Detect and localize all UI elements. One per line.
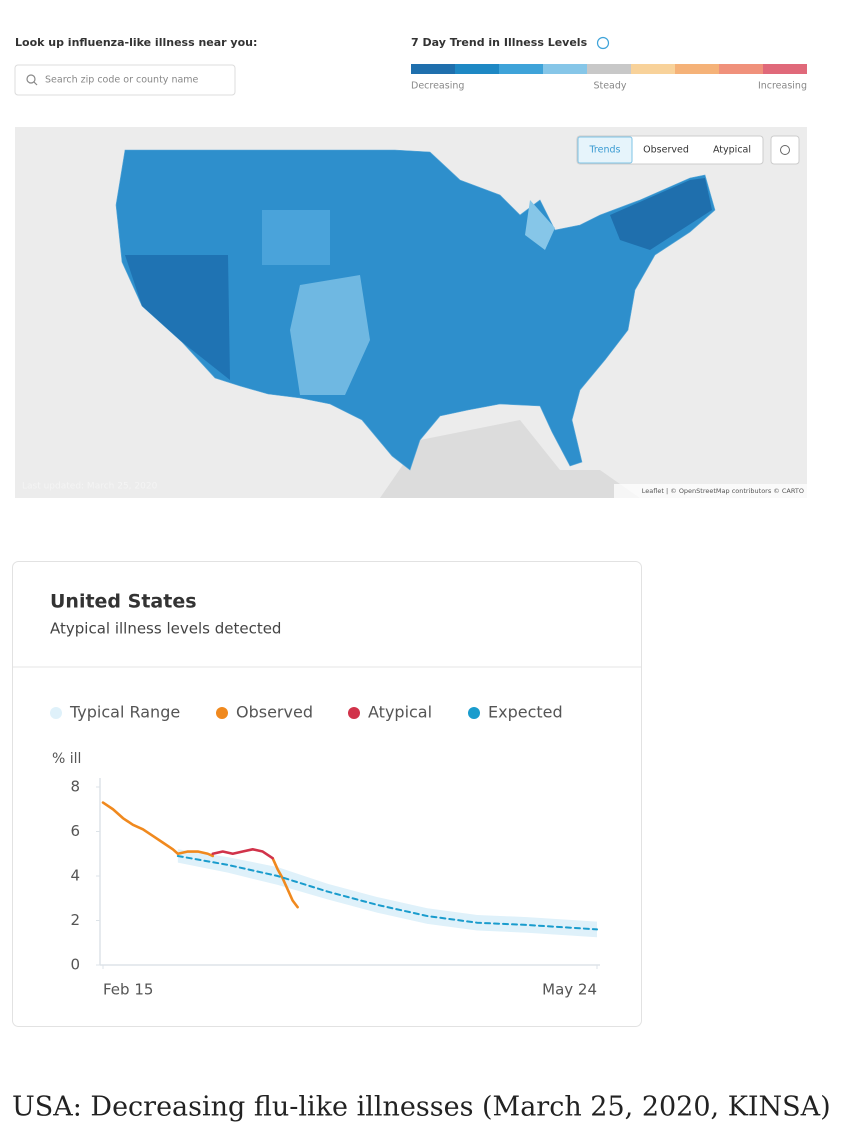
y-tick-label: 8 bbox=[70, 778, 80, 796]
legend-label: Typical Range bbox=[69, 703, 180, 722]
y-tick-label: 6 bbox=[70, 822, 80, 840]
region-light bbox=[525, 200, 555, 250]
y-tick-label: 0 bbox=[70, 956, 80, 974]
scale-swatch bbox=[631, 64, 675, 74]
last-updated: Last updated: March 25, 2020 bbox=[22, 482, 158, 492]
legend-swatch bbox=[50, 707, 62, 719]
toggle-button[interactable]: Trends bbox=[589, 145, 621, 156]
search-placeholder: Search zip code or county name bbox=[45, 75, 199, 86]
toggle-button[interactable]: Observed bbox=[643, 145, 689, 156]
series-line bbox=[211, 848, 274, 860]
x-tick-label: Feb 15 bbox=[103, 981, 153, 999]
x-tick-label: May 24 bbox=[542, 981, 597, 999]
legend-label: Observed bbox=[236, 703, 313, 722]
typical-range-band bbox=[177, 849, 597, 938]
legend-swatch bbox=[348, 707, 360, 719]
card-subtitle: Atypical illness levels detected bbox=[50, 620, 281, 638]
trend-scale bbox=[411, 64, 807, 74]
region-dark bbox=[610, 178, 712, 250]
scale-swatch bbox=[543, 64, 587, 74]
y-axis-label: % ill bbox=[52, 751, 81, 767]
legend-label: Atypical bbox=[368, 703, 432, 722]
search-icon-handle bbox=[33, 81, 38, 86]
help-icon[interactable] bbox=[596, 36, 610, 50]
scale-label: Increasing bbox=[758, 81, 807, 92]
locate-icon bbox=[780, 145, 790, 155]
search-label: Look up influenza-like illness near you: bbox=[15, 36, 257, 49]
legend-swatch bbox=[216, 707, 228, 719]
chart: 0 2 4 6 8 Feb 15 May 24 Typical Range Observed At… bbox=[50, 703, 600, 999]
y-tick-label: 2 bbox=[70, 911, 80, 929]
region-light bbox=[290, 275, 370, 395]
locate-button[interactable] bbox=[770, 135, 800, 165]
scale-label: Decreasing bbox=[411, 81, 464, 92]
scale-swatch bbox=[763, 64, 807, 74]
search-box[interactable] bbox=[14, 64, 236, 96]
card-title: United States bbox=[50, 591, 197, 613]
legend-swatch bbox=[468, 707, 480, 719]
toggle-active bbox=[577, 136, 633, 164]
scale-swatch bbox=[499, 64, 543, 74]
chart-card bbox=[12, 561, 642, 1027]
scale-swatch bbox=[719, 64, 763, 74]
trend-title: 7 Day Trend in Illness Levels bbox=[411, 36, 588, 49]
region-dark bbox=[125, 255, 230, 380]
scale-swatch bbox=[675, 64, 719, 74]
scale-swatch bbox=[411, 64, 455, 74]
caption: USA: Decreasing flu-like illnesses (Marc… bbox=[12, 1092, 831, 1123]
y-tick-label: 4 bbox=[70, 867, 80, 885]
legend-label: Expected bbox=[488, 703, 563, 722]
series-line bbox=[101, 801, 299, 909]
scale-swatch bbox=[455, 64, 499, 74]
scale-label: Steady bbox=[593, 81, 626, 92]
map[interactable]: Trends Observed Atypical Last updated: M… bbox=[15, 127, 807, 498]
series-line bbox=[176, 854, 598, 931]
attribution[interactable]: Leaflet | © OpenStreetMap contributors ©… bbox=[642, 487, 804, 495]
region-mid bbox=[262, 210, 330, 265]
scale-swatch bbox=[587, 64, 631, 74]
toggle-button[interactable]: Atypical bbox=[713, 145, 751, 156]
attribution-bg bbox=[614, 484, 807, 498]
search-icon bbox=[26, 74, 36, 84]
